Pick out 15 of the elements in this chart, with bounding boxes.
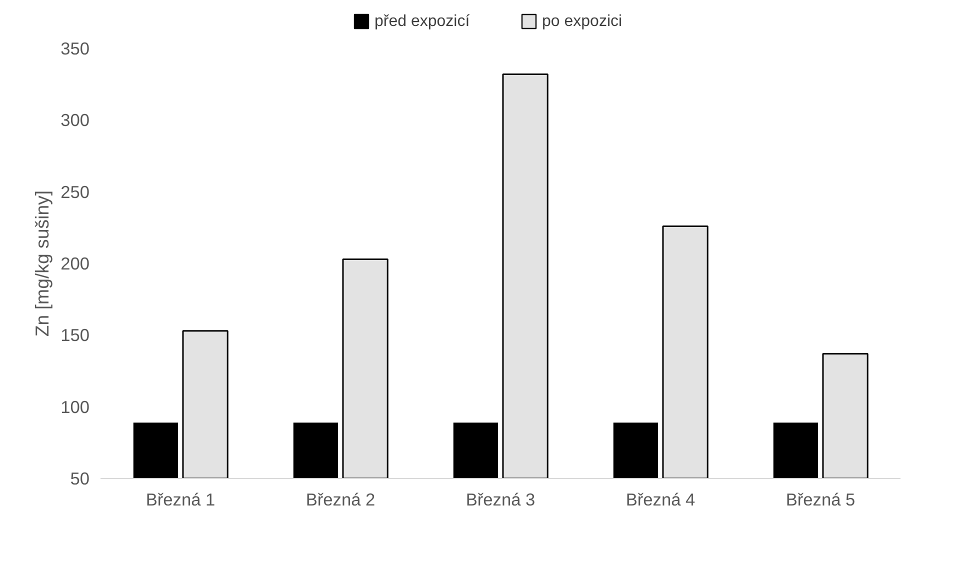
x-tick-label: Březná 1 <box>146 490 216 510</box>
legend-label: před expozicí <box>374 13 470 30</box>
y-tick-label: 150 <box>60 325 90 346</box>
y-tick-label: 250 <box>60 182 90 202</box>
y-tick-label: 350 <box>60 38 90 58</box>
legend-label: po expozici <box>542 13 622 30</box>
y-axis-title: Zn [mg/kg sušiny] <box>32 190 53 337</box>
y-tick-label: 100 <box>60 396 90 417</box>
y-tick-label: 200 <box>60 254 90 274</box>
x-tick-label: Březná 5 <box>786 490 856 510</box>
x-tick-label: Březná 4 <box>626 490 696 510</box>
y-tick-label: 300 <box>60 110 90 130</box>
x-tick-label: Březná 3 <box>466 490 536 510</box>
x-tick-label: Březná 2 <box>306 490 376 510</box>
y-tick-label: 50 <box>70 468 90 488</box>
